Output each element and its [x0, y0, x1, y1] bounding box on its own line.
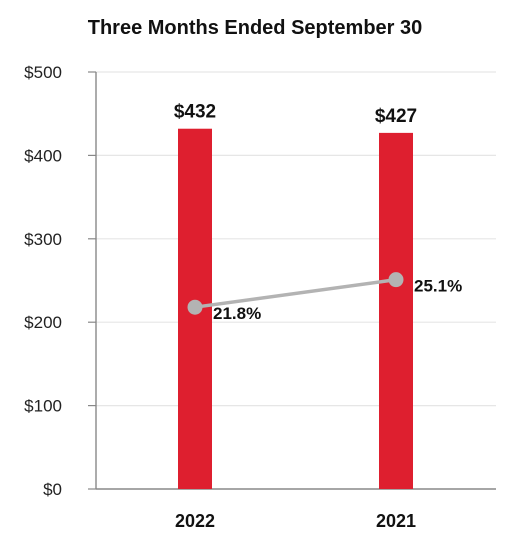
line-series-path: [194, 277, 397, 309]
line-series: 21.8% 25.1%: [187, 272, 462, 323]
gridlines: [96, 71, 496, 407]
axes: [88, 71, 496, 490]
bar-2021: [379, 132, 413, 489]
chart-title: Three Months Ended September 30: [88, 17, 423, 39]
y-tick-label: $100: [24, 397, 62, 416]
x-tick-label: 2021: [376, 511, 416, 531]
x-tick-label: 2022: [175, 511, 215, 531]
x-axis-ticks: 2022 2021: [175, 511, 416, 531]
line-point: [388, 272, 404, 288]
line-point-label: 21.8%: [213, 304, 261, 323]
line-point-label: 25.1%: [414, 277, 462, 296]
y-tick-label: $0: [43, 480, 62, 499]
y-tick-label: $400: [24, 146, 62, 165]
y-tick-label: $200: [24, 313, 62, 332]
y-tick-label: $500: [24, 63, 62, 82]
bar-value-label: $432: [174, 102, 216, 123]
y-tick-label: $300: [24, 230, 62, 249]
y-axis-ticks: $0 $100 $200 $300 $400 $500: [24, 63, 62, 499]
bars: $432 $427: [174, 102, 417, 489]
bar-value-label: $427: [375, 106, 417, 127]
line-point: [187, 299, 203, 315]
